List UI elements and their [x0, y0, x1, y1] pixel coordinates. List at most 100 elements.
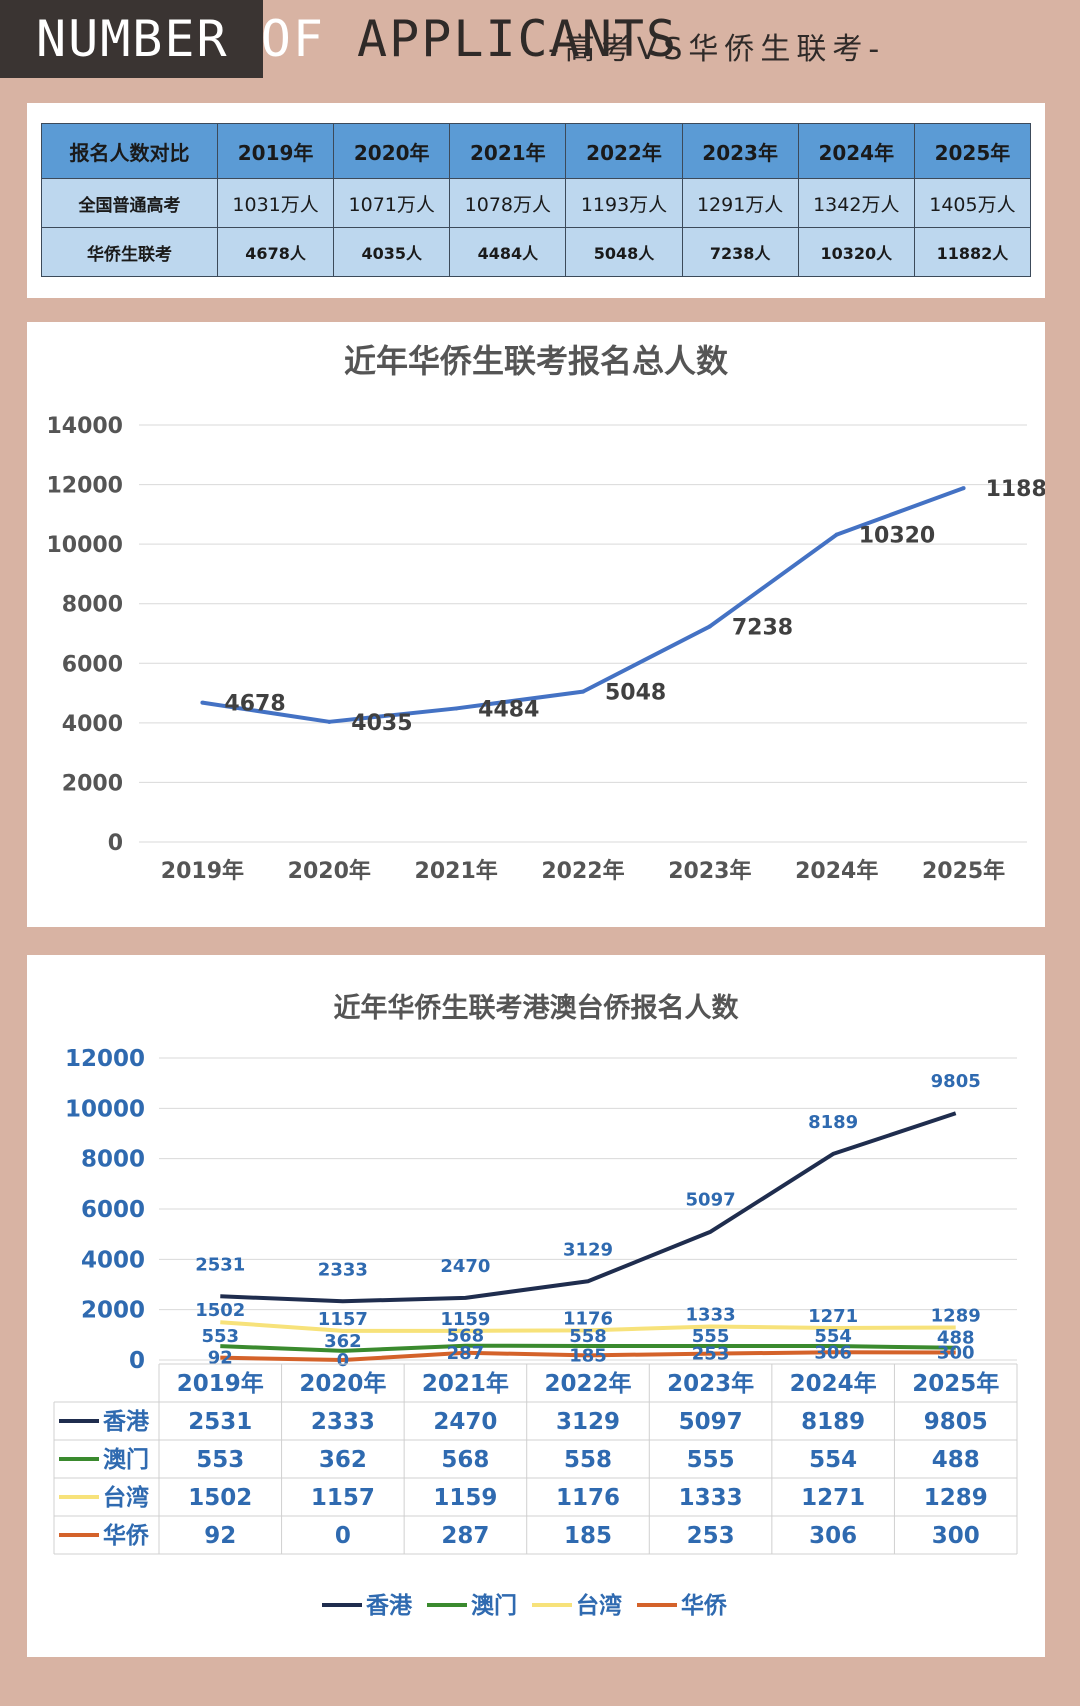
table-cell: 92: [204, 1523, 236, 1549]
table-cell: 554: [809, 1447, 857, 1473]
table-cell: 488: [932, 1447, 980, 1473]
y-tick-label: 4000: [62, 712, 123, 737]
table-header-year: 2021年: [449, 123, 567, 179]
table-header-year: 2025年: [913, 123, 1032, 179]
y-tick-label: 14000: [46, 414, 123, 439]
table-cell: 1078万人: [449, 178, 567, 228]
x-tick-label: 2019年: [161, 858, 244, 884]
data-label: 4484: [478, 697, 539, 722]
data-label: 4678: [224, 692, 285, 717]
legend-label: 华侨: [681, 1592, 728, 1619]
page-header: NUMBER OF APPLICANTS -高考VS华侨生联考-: [0, 0, 1080, 82]
table-header-year: 2022年: [565, 123, 683, 179]
data-point: [581, 689, 585, 694]
data-label: 362: [324, 1331, 362, 1352]
table-year: 2024年: [790, 1370, 877, 1397]
table-cell: 10320人: [797, 227, 915, 277]
total-applicants-chart: 近年华侨生联考报名总人数 0 2000 4000 6000 8000 10000 12000 1…: [46, 342, 1062, 884]
series-line-1: [220, 1343, 956, 1353]
y-tick-label: 6000: [62, 652, 123, 677]
table-series-name: 澳门: [103, 1446, 149, 1473]
x-tick-label: 2020年: [288, 858, 371, 884]
x-tick-label: 2024年: [795, 858, 878, 884]
table-cell: 2333: [311, 1409, 375, 1435]
region-chart-card: 近年华侨生联考港澳台侨报名人数 0 2000 4000 6000 8000 10000 120…: [27, 955, 1045, 1657]
table-row: 华侨生联考 4678人 4035人 4484人 5048人 7238人 10320人 1188…: [41, 227, 1032, 277]
chart-title: 近年华侨生联考港澳台侨报名人数: [334, 992, 740, 1024]
data-label: 1157: [318, 1309, 368, 1330]
y-tick-label: 0: [129, 1348, 145, 1374]
table-cell: 300: [932, 1523, 980, 1549]
header-title: NUMBER OF APPLICANTS: [36, 10, 678, 68]
data-label: 10320: [859, 524, 936, 549]
data-label: 1159: [440, 1309, 490, 1330]
data-label: 2531: [195, 1254, 245, 1275]
table-cell: 553: [196, 1447, 244, 1473]
data-point: [834, 532, 839, 537]
data-point: [327, 719, 332, 724]
series-line-total: [202, 486, 965, 724]
table-cell: 0: [335, 1523, 351, 1549]
data-label: 5097: [686, 1190, 736, 1211]
table-header-year: 2023年: [681, 123, 799, 179]
table-cell: 9805: [924, 1409, 988, 1435]
x-tick-label: 2023年: [668, 858, 751, 884]
data-label: 2333: [318, 1259, 368, 1280]
x-tick-label: 2021年: [415, 858, 498, 884]
table-cell: 1176: [556, 1485, 620, 1511]
table-cell: 1271: [801, 1485, 865, 1511]
data-label: 553: [201, 1326, 239, 1347]
table-cell: 1333: [679, 1485, 743, 1511]
data-point: [961, 486, 966, 491]
table-series-name: 台湾: [103, 1484, 149, 1511]
data-label: 287: [447, 1343, 485, 1364]
table-year: 2022年: [544, 1370, 631, 1397]
table-cell: 558: [564, 1447, 612, 1473]
data-point: [200, 700, 205, 705]
table-cell: 2470: [433, 1409, 497, 1435]
table-row: 全国普通高考 1031万人 1071万人 1078万人 1193万人 1291万人 1342…: [41, 178, 1032, 228]
data-label: 1271: [808, 1306, 858, 1327]
y-tick-label: 12000: [46, 474, 123, 499]
y-tick-label: 10000: [65, 1096, 145, 1122]
table-cell: 362: [319, 1447, 367, 1473]
header-subtitle: -高考VS华侨生联考-: [548, 32, 886, 67]
y-tick-label: 10000: [46, 533, 123, 558]
data-label: 1333: [686, 1304, 736, 1325]
table-cell: 1502: [188, 1485, 252, 1511]
comparison-card: 报名人数对比 2019年 2020年 2021年 2022年 2023年 2024年 2025…: [27, 103, 1045, 298]
data-label: 7238: [732, 615, 793, 640]
y-tick-label: 6000: [81, 1197, 145, 1223]
data-label: 1176: [563, 1308, 613, 1329]
data-label: 1289: [931, 1306, 981, 1327]
y-tick-label: 8000: [81, 1147, 145, 1173]
table-cell: 4035人: [333, 227, 451, 277]
data-label: 5048: [605, 681, 666, 706]
table-cell: 1289: [924, 1485, 988, 1511]
y-tick-label: 0: [108, 831, 123, 856]
table-series-name: 香港: [103, 1409, 150, 1435]
table-year: 2025年: [912, 1370, 999, 1397]
table-cell: 1193万人: [565, 178, 683, 228]
table-header-year: 2024年: [797, 123, 915, 179]
chart-legend: 香港 澳门 台湾 华侨: [322, 1592, 728, 1619]
data-label: 2470: [440, 1256, 490, 1277]
table-cell: 1291万人: [681, 178, 799, 228]
y-tick-label: 12000: [65, 1046, 145, 1072]
data-label: 3129: [563, 1239, 613, 1260]
series-line-2: [220, 1320, 956, 1333]
table-series-name: 华侨: [103, 1522, 150, 1549]
x-tick-label: 2022年: [541, 858, 624, 884]
series-line-3: [220, 1350, 956, 1362]
y-tick-label: 2000: [81, 1298, 145, 1324]
data-label: 306: [814, 1342, 852, 1363]
data-label: 0: [337, 1350, 350, 1371]
table-cell: 8189: [801, 1409, 865, 1435]
header-dark-block: [0, 0, 263, 78]
table-cell: 1157: [311, 1485, 375, 1511]
table-cell: 1405万人: [913, 178, 1032, 228]
data-label: 4035: [351, 711, 412, 736]
legend-label: 台湾: [576, 1592, 622, 1619]
table-cell: 287: [441, 1523, 489, 1549]
table-header-year: 2019年: [216, 123, 335, 179]
